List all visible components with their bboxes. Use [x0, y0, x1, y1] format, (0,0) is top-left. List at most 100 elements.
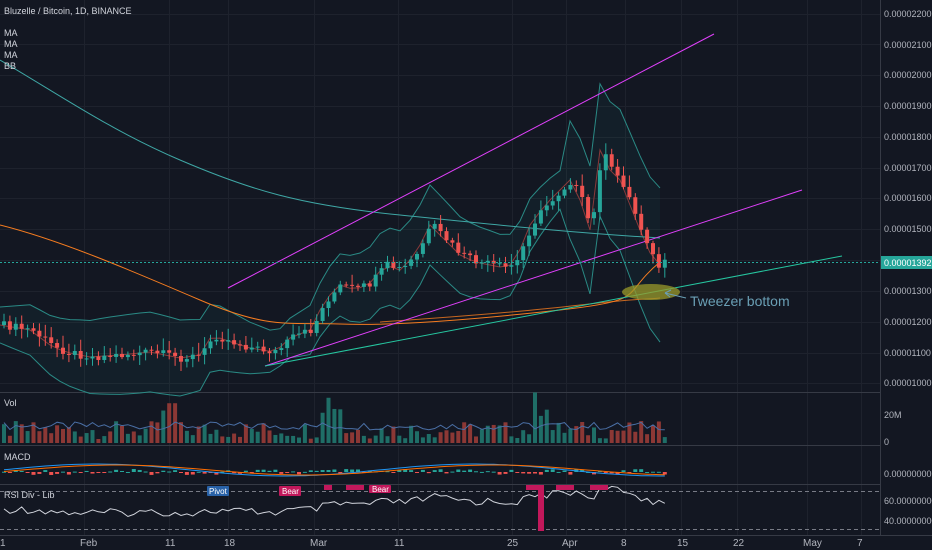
- candle-body: [120, 353, 124, 358]
- candle-body: [662, 259, 667, 268]
- macd-histogram-bar: [662, 472, 667, 475]
- candle-body: [609, 154, 614, 167]
- macd-histogram-bar: [538, 472, 543, 475]
- candle-body: [503, 263, 508, 267]
- macd-histogram-bar: [161, 470, 166, 472]
- date-tick: 15: [677, 538, 689, 549]
- macd-histogram-bar: [338, 472, 343, 474]
- candle-body: [7, 321, 12, 330]
- candle-body: [603, 154, 608, 171]
- candle-body: [214, 339, 219, 342]
- volume-bars: [2, 392, 667, 443]
- macd-histogram-bar: [7, 472, 12, 473]
- volume-bar: [37, 431, 42, 443]
- candle-body: [314, 321, 319, 333]
- macd-histogram-bar: [249, 472, 254, 473]
- indicator-label-ma[interactable]: MA: [4, 39, 18, 49]
- volume-bar: [509, 436, 514, 443]
- macd-histogram-bar: [527, 472, 532, 474]
- candle-body: [273, 350, 278, 354]
- indicator-label-ma[interactable]: MA: [4, 50, 18, 60]
- volume-bar: [556, 422, 561, 443]
- price-tick: 0.00002000: [884, 70, 932, 80]
- price-axis[interactable]: 0.00002200 0.00002100 0.00002000 0.00001…: [884, 9, 932, 388]
- indicator-label-bb[interactable]: BB: [4, 61, 16, 71]
- volume-bar: [84, 433, 89, 443]
- candle-body: [279, 348, 284, 351]
- bollinger-band-fill: [0, 83, 660, 397]
- candle-body: [627, 186, 632, 198]
- symbol-title[interactable]: Bluzelle / Bitcoin, 1D, BINANCE: [4, 6, 132, 16]
- candle-body: [509, 265, 514, 267]
- volume-bar: [279, 433, 284, 443]
- tweezer-highlight-ellipse[interactable]: [622, 284, 680, 300]
- volume-bar: [232, 433, 237, 443]
- volume-bar: [102, 436, 107, 443]
- volume-bar: [356, 429, 360, 443]
- price-tick: 0.00001800: [884, 132, 932, 142]
- volume-bar: [521, 430, 526, 443]
- macd-histogram-bar: [562, 470, 567, 472]
- macd-histogram-bar: [397, 470, 402, 472]
- candle-body: [420, 243, 425, 254]
- macd-histogram-bar: [90, 472, 95, 474]
- macd-histogram-bar: [462, 470, 467, 472]
- volume-bar: [297, 437, 301, 443]
- volume-bar: [533, 392, 537, 443]
- macd-histogram-bar: [556, 471, 561, 473]
- rsi-bear-label: Bear: [282, 487, 299, 496]
- date-tick: May: [803, 538, 822, 549]
- volume-bar: [261, 423, 266, 443]
- macd-histogram-bar: [533, 472, 537, 474]
- candle-body: [550, 201, 555, 206]
- candle-body: [243, 344, 248, 350]
- macd-histogram-bar: [350, 469, 355, 472]
- candle-body: [125, 354, 130, 358]
- rsi-bear-badge: [590, 485, 608, 490]
- indicator-label-ma[interactable]: MA: [4, 28, 18, 38]
- macd-histogram-bar: [2, 471, 6, 473]
- time-axis[interactable]: 1 Feb 11 18 Mar 11 25 Apr 8 15 22 May 7: [0, 538, 863, 549]
- volume-bar: [456, 431, 461, 443]
- rsi-pane-title[interactable]: RSI Div - Lib: [4, 490, 55, 500]
- price-tick: 0.00002100: [884, 40, 932, 50]
- candle-body: [527, 235, 532, 247]
- volume-bar: [444, 430, 449, 443]
- volume-bar: [72, 431, 77, 443]
- price-tick: 0.00001300: [884, 286, 932, 296]
- volume-bar: [308, 438, 313, 443]
- candle-body: [597, 170, 602, 213]
- candle-body: [651, 243, 655, 255]
- volume-bar: [108, 431, 113, 443]
- volume-pane-title[interactable]: Vol: [4, 398, 17, 408]
- macd-histogram-bar: [479, 471, 484, 473]
- volume-bar: [273, 434, 278, 443]
- volume-bar: [214, 429, 219, 443]
- volume-bar: [568, 428, 573, 443]
- rsi-bear-badge: [369, 485, 391, 493]
- macd-histogram-bar: [432, 470, 437, 472]
- candle-body: [267, 351, 272, 354]
- candle-body: [544, 205, 549, 211]
- candle-body: [415, 253, 419, 260]
- candle-body: [66, 353, 71, 355]
- volume-bar: [544, 409, 549, 443]
- macd-pane-title[interactable]: MACD: [4, 452, 31, 462]
- macd-histogram-bar: [656, 471, 661, 473]
- volume-bar: [302, 424, 307, 443]
- volume-bar: [645, 434, 650, 443]
- macd-histogram-bar: [66, 472, 71, 475]
- macd-histogram-bar: [285, 472, 290, 473]
- volume-bar: [385, 436, 390, 443]
- volume-bar: [450, 432, 455, 443]
- candle-body: [385, 261, 390, 269]
- candle-body: [238, 344, 242, 346]
- candle-body: [533, 223, 537, 236]
- volume-bar: [391, 426, 396, 443]
- rsi-tick: 60.00000000: [884, 496, 932, 506]
- annotation-text[interactable]: Tweezer bottom: [690, 293, 790, 309]
- candle-body: [592, 212, 596, 219]
- volume-bar: [621, 430, 626, 443]
- macd-histogram-bar: [302, 471, 307, 473]
